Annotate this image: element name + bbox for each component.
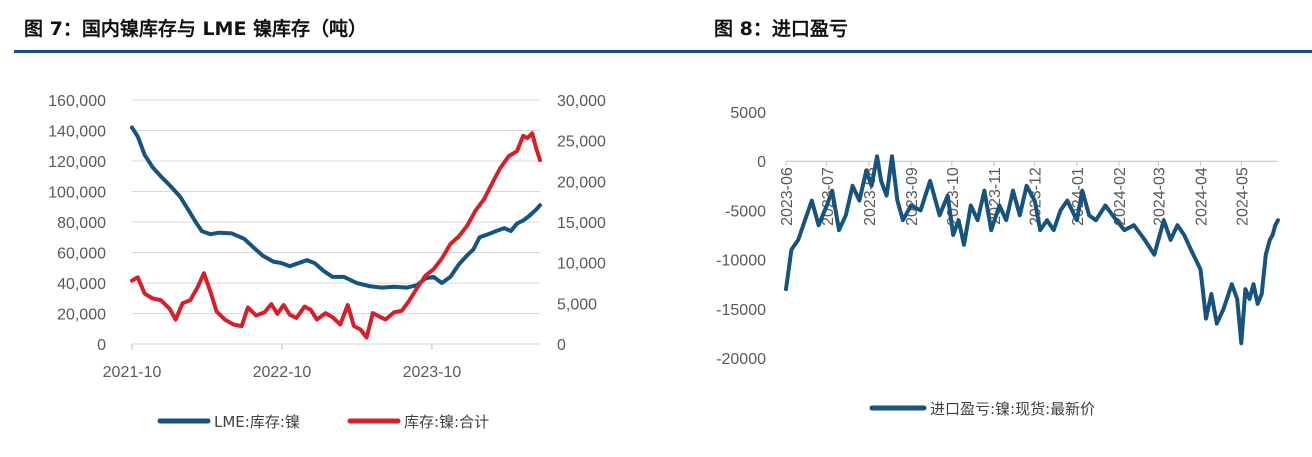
legend-label: 库存:镍:合计 (404, 413, 489, 431)
chart-left-inventory: 160,000 140,000 120,000 100,000 80,000 60,000… (48, 93, 606, 431)
y-right-tick-label: 30,000 (557, 93, 606, 110)
figure-8-title: 图 8：进口盈亏 (714, 18, 848, 40)
y-tick-label: 0 (757, 154, 766, 171)
x-tick-label: 2023-10 (403, 364, 462, 381)
figure-7-title: 图 7：国内镍库存与 LME 镍库存（吨） (24, 18, 368, 40)
y-right-tick-label: 10,000 (557, 256, 606, 273)
y-right-tick-label: 25,000 (557, 134, 606, 151)
legend-label: 进口盈亏:镍:现货:最新价 (930, 400, 1095, 418)
y-right-tick-label: 0 (557, 337, 566, 354)
x-tick-label: 2021-10 (103, 364, 162, 381)
y-left-tick-label: 20,000 (57, 307, 106, 324)
y-tick-label: 5000 (730, 105, 766, 122)
y-tick-label: -20000 (716, 351, 766, 368)
y-left-tick-label: 60,000 (57, 246, 106, 263)
x-tick-label: 2023-06 (779, 167, 796, 226)
series-line-domestic (130, 131, 542, 340)
y-tick-label: -5000 (725, 203, 766, 220)
y-left-tick-label: 160,000 (48, 93, 106, 110)
x-tick-label: 2024-03 (1151, 167, 1168, 226)
y-tick-label: -15000 (716, 302, 766, 319)
y-right-tick-label: 15,000 (557, 215, 606, 232)
y-right-tick-label: 20,000 (557, 174, 606, 191)
series-line-lme (130, 125, 542, 290)
x-tick-label: 2022-10 (253, 364, 312, 381)
y-right-tick-label: 5,000 (557, 296, 597, 313)
series-line-import-profit (784, 154, 1280, 346)
x-tick-label: 2023-08 (862, 167, 879, 226)
header-rule (14, 50, 1312, 53)
chart-right-import-profit: 5000 0 -5000 -10000 -15000 -20000 2023-06 2023-… (716, 105, 1280, 418)
x-tick-label: 2024-04 (1194, 167, 1211, 226)
x-tick-label: 2023-12 (1028, 167, 1045, 226)
y-left-tick-label: 40,000 (57, 276, 106, 293)
y-left-tick-label: 100,000 (48, 185, 106, 202)
y-left-tick-label: 120,000 (48, 154, 106, 171)
y-left-tick-label: 80,000 (57, 215, 106, 232)
x-tick-label: 2024-02 (1112, 167, 1129, 226)
y-tick-label: -10000 (716, 253, 766, 270)
legend-label: LME:库存:镍 (214, 413, 300, 431)
y-left-tick-label: 140,000 (48, 124, 106, 141)
y-left-tick-label: 0 (97, 337, 106, 354)
x-tick-label: 2024-05 (1234, 167, 1251, 226)
